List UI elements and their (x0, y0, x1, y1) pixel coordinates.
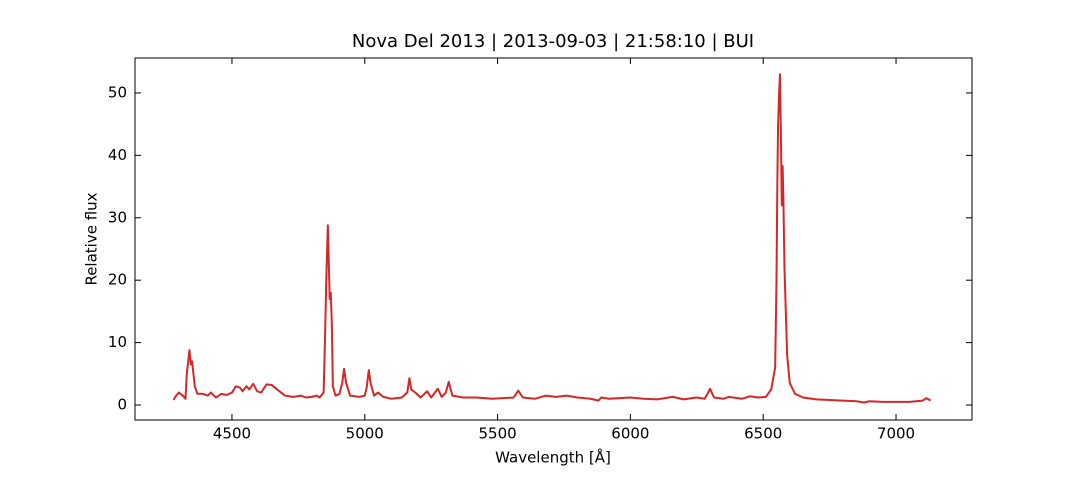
y-axis-label: Relative flux (83, 192, 101, 285)
x-tick-label: 5000 (346, 425, 384, 443)
x-tick-label: 4500 (213, 425, 251, 443)
x-axis-label: Wavelength [Å] (495, 448, 611, 467)
y-tick-label: 30 (108, 208, 127, 226)
x-tick-label: 6500 (744, 425, 782, 443)
x-tick-label: 5500 (478, 425, 516, 443)
y-tick-label: 40 (108, 146, 127, 164)
y-tick-label: 0 (117, 396, 127, 414)
y-tick-label: 20 (108, 271, 127, 289)
x-tick-label: 6000 (611, 425, 649, 443)
y-tick-label: 50 (108, 83, 127, 101)
chart-title: Nova Del 2013 | 2013-09-03 | 21:58:10 | … (352, 31, 754, 52)
plot-frame (134, 57, 973, 421)
spectrum-line (172, 73, 932, 404)
x-tick-label: 7000 (877, 425, 915, 443)
y-tick-label: 10 (108, 333, 127, 351)
